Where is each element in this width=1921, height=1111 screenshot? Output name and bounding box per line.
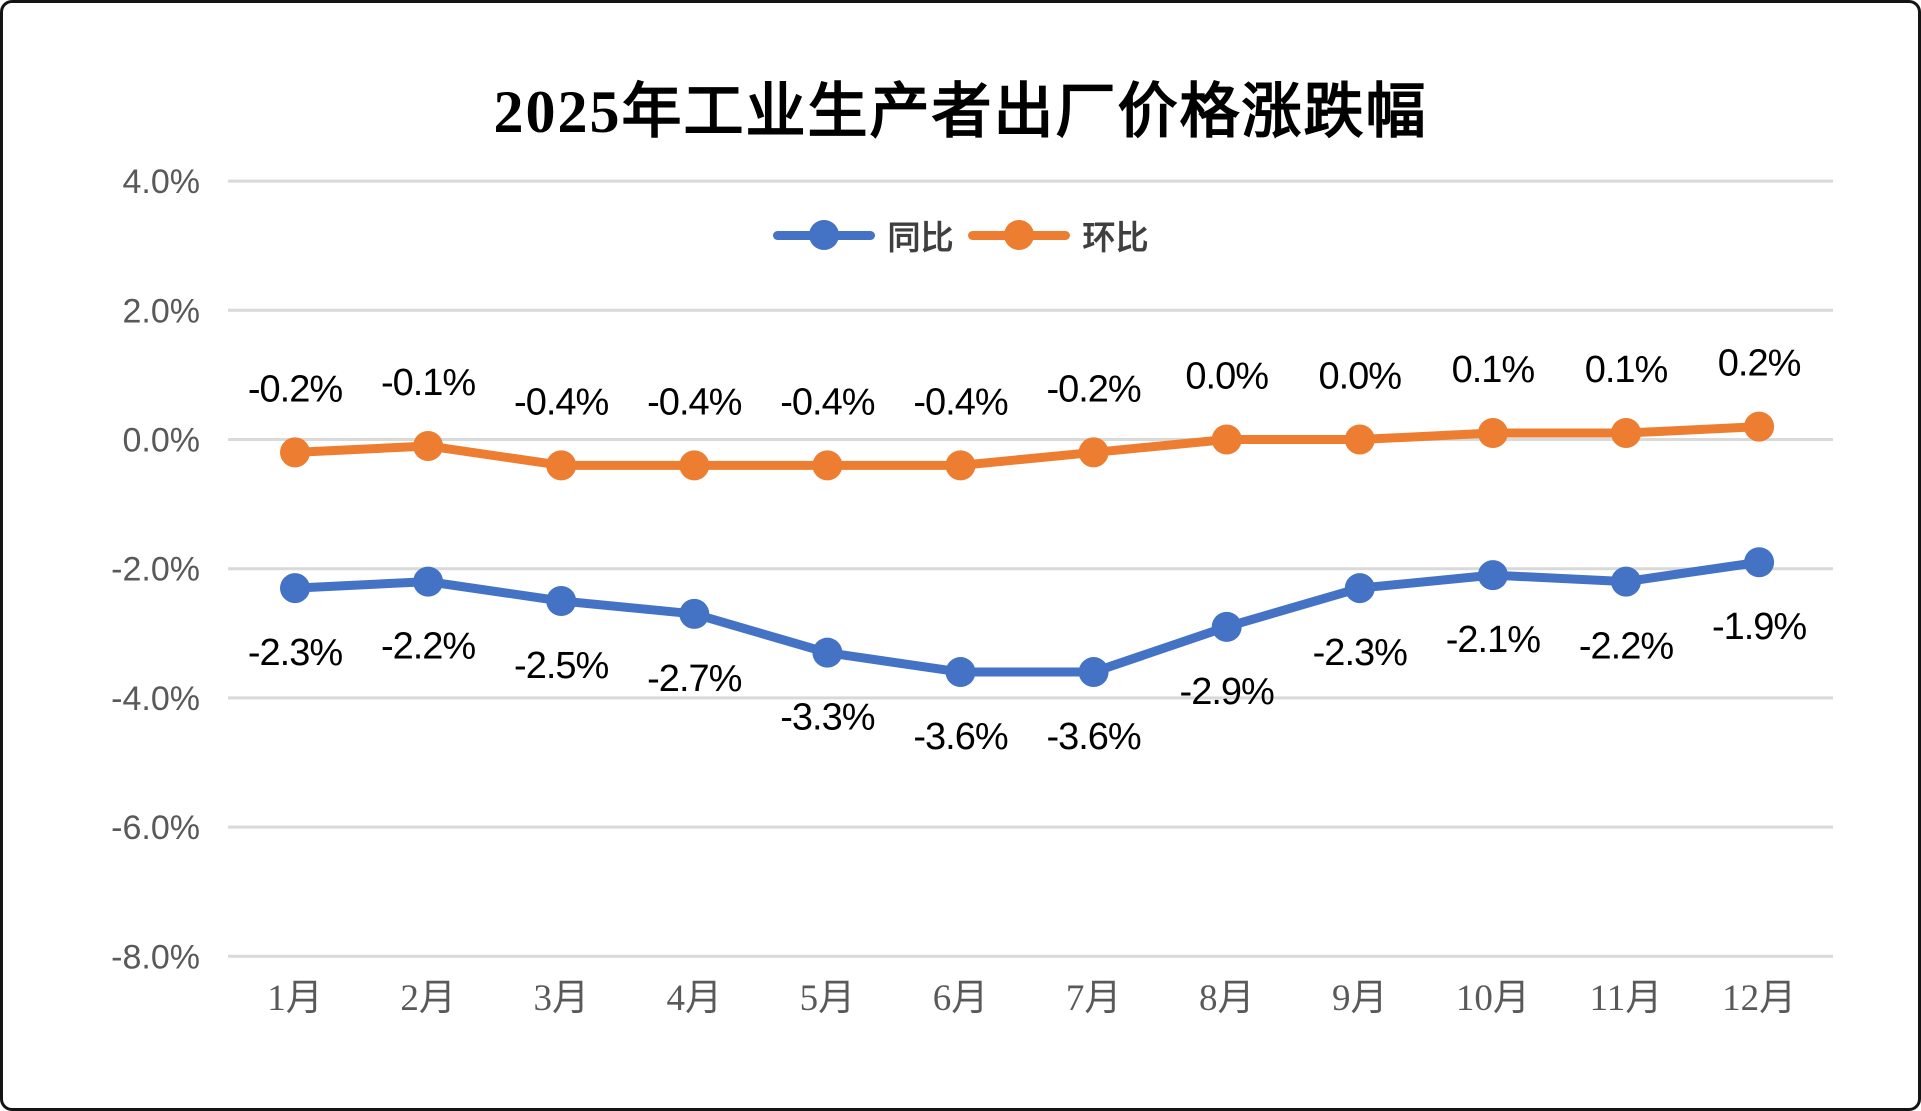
data-label-同比: -2.2% bbox=[1579, 626, 1673, 668]
data-point-marker-环比 bbox=[413, 430, 444, 461]
legend-item-tongbi: 同比 bbox=[772, 211, 954, 259]
data-point-marker-环比 bbox=[280, 437, 310, 468]
data-point-marker-同比 bbox=[546, 586, 577, 616]
y-axis-tick-label: -2.0% bbox=[111, 551, 200, 589]
x-axis-tick-label: 6月 bbox=[933, 978, 989, 1019]
data-point-marker-环比 bbox=[679, 450, 710, 481]
data-label-环比: 0.2% bbox=[1718, 343, 1801, 385]
data-label-环比: -0.4% bbox=[647, 381, 741, 423]
x-axis-tick-label: 11月 bbox=[1590, 978, 1663, 1019]
y-axis-tick-label: 0.0% bbox=[123, 422, 201, 460]
y-axis-tick-label: -8.0% bbox=[111, 938, 200, 976]
y-axis-tick-label: -6.0% bbox=[111, 809, 200, 847]
data-label-同比: -1.9% bbox=[1712, 606, 1806, 648]
data-label-环比: -0.4% bbox=[514, 381, 608, 423]
data-point-marker-同比 bbox=[1611, 566, 1641, 597]
data-label-同比: -2.5% bbox=[514, 645, 608, 687]
data-point-marker-同比 bbox=[1211, 611, 1242, 642]
data-point-marker-环比 bbox=[1477, 418, 1508, 449]
data-point-marker-环比 bbox=[1744, 411, 1775, 442]
data-label-环比: -0.2% bbox=[1046, 368, 1140, 410]
data-label-环比: 0.1% bbox=[1452, 349, 1535, 391]
data-label-环比: -0.1% bbox=[381, 362, 475, 404]
x-axis-tick-label: 10月 bbox=[1456, 978, 1530, 1019]
x-axis-tick-label: 1月 bbox=[267, 978, 323, 1019]
data-label-同比: -3.6% bbox=[1046, 716, 1140, 758]
data-label-环比: -0.2% bbox=[248, 368, 342, 410]
data-label-同比: -3.3% bbox=[780, 697, 874, 739]
y-axis-tick-label: -4.0% bbox=[111, 680, 200, 718]
data-point-marker-同比 bbox=[945, 657, 976, 688]
data-point-marker-同比 bbox=[413, 566, 444, 597]
data-point-marker-同比 bbox=[679, 598, 710, 629]
data-point-marker-同比 bbox=[1078, 657, 1109, 688]
data-point-marker-同比 bbox=[280, 573, 310, 604]
y-axis-tick-label: 2.0% bbox=[123, 292, 201, 330]
data-label-环比: 0.0% bbox=[1185, 356, 1268, 398]
data-label-同比: -2.2% bbox=[381, 626, 475, 668]
data-label-环比: -0.4% bbox=[913, 381, 1007, 423]
data-label-同比: -3.6% bbox=[913, 716, 1007, 758]
x-axis-tick-label: 7月 bbox=[1066, 978, 1122, 1019]
data-label-环比: 0.0% bbox=[1318, 356, 1401, 398]
legend-label-huanbi: 环比 bbox=[1082, 221, 1149, 257]
legend-item-huanbi: 环比 bbox=[967, 211, 1149, 259]
legend-dot-icon bbox=[808, 220, 839, 250]
data-label-同比: -2.9% bbox=[1180, 671, 1274, 713]
data-point-marker-环比 bbox=[945, 450, 976, 481]
data-point-marker-同比 bbox=[1344, 573, 1375, 604]
chart-title: 2025年工业生产者出厂价格涨跌幅 bbox=[493, 79, 1428, 145]
x-axis-tick-label: 9月 bbox=[1332, 978, 1388, 1019]
data-point-marker-同比 bbox=[1744, 547, 1775, 578]
x-axis-tick-label: 12月 bbox=[1722, 978, 1796, 1019]
legend-marker-tongbi-icon bbox=[772, 218, 875, 252]
x-axis-tick-label: 5月 bbox=[800, 978, 856, 1019]
data-point-marker-环比 bbox=[1078, 437, 1109, 468]
data-label-环比: 0.1% bbox=[1585, 349, 1668, 391]
data-label-同比: -2.3% bbox=[1313, 632, 1407, 674]
chart-legend: 同比 环比 bbox=[3, 211, 1918, 259]
legend-dot-icon bbox=[1003, 220, 1034, 250]
x-axis-tick-label: 2月 bbox=[400, 978, 456, 1019]
x-axis-tick-label: 4月 bbox=[667, 978, 723, 1019]
y-axis-tick-label: 4.0% bbox=[123, 163, 201, 201]
data-label-同比: -2.7% bbox=[647, 658, 741, 700]
legend-marker-huanbi-icon bbox=[967, 218, 1070, 252]
data-point-marker-环比 bbox=[1344, 424, 1375, 455]
data-point-marker-环比 bbox=[546, 450, 577, 481]
data-point-marker-环比 bbox=[812, 450, 843, 481]
series-line-环比 bbox=[290, 422, 1764, 470]
data-point-marker-环比 bbox=[1611, 418, 1641, 449]
data-label-同比: -2.1% bbox=[1446, 619, 1540, 661]
data-point-marker-环比 bbox=[1211, 424, 1242, 455]
line-chart-plot-area: 4.0% 2.0% 0.0% -2.0% -4.0% -6.0% -8.0% 1月 2月 3月 4月… bbox=[111, 163, 1833, 1019]
series-line-同比 bbox=[290, 557, 1764, 677]
data-label-同比: -2.3% bbox=[248, 632, 342, 674]
data-label-环比: -0.4% bbox=[780, 381, 874, 423]
x-axis-tick-label: 3月 bbox=[533, 978, 589, 1019]
legend-label-tongbi: 同比 bbox=[887, 221, 954, 257]
x-axis-tick-label: 8月 bbox=[1199, 978, 1255, 1019]
data-point-marker-同比 bbox=[812, 637, 843, 668]
data-point-marker-同比 bbox=[1477, 560, 1508, 591]
